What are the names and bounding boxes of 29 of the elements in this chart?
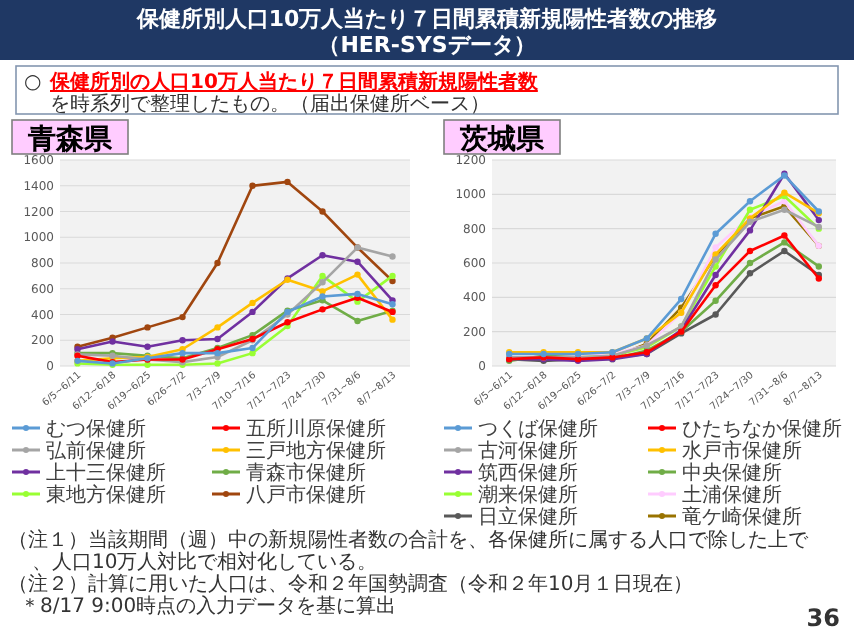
text: 保健所別人口10万人当たり７日間累積新規陽性者数の推移	[134, 6, 718, 32]
legend-label: 五所川原保健所	[246, 417, 386, 441]
legend-label: 八戸市保健所	[246, 483, 366, 507]
legend-label: 弘前保健所	[46, 439, 146, 463]
legend-label: 上十三保健所	[46, 461, 166, 485]
legend-label: 東地方保健所	[46, 483, 166, 507]
legend-label: 土浦保健所	[682, 483, 782, 507]
chart-title: 青森県	[26, 124, 114, 156]
legend-label: 日立保健所	[478, 505, 578, 529]
legend-label: つくば保健所	[478, 417, 598, 441]
legend-label: むつ保健所	[46, 417, 146, 441]
text: 保健所別の人口10万人当たり７日間累積新規陽性者数	[48, 70, 540, 94]
legend-label: 古河保健所	[478, 439, 578, 463]
legend-label: ひたちなか保健所	[682, 417, 842, 441]
text: ○	[24, 72, 42, 94]
legend-label: 中央保健所	[682, 461, 782, 485]
chart-title: 茨城県	[458, 124, 546, 156]
legend-label: 筑西保健所	[478, 461, 578, 485]
text: （注１）当該期間（週）中の新規陽性者数の合計を、各保健所に属する人口で除した上で、人口10万人対比で相対化している。	[8, 528, 810, 574]
text: ＊8/17 9:00時点の入力データを基に算出	[20, 594, 397, 618]
legend-label: 潮来保健所	[478, 483, 578, 507]
legend-label: 水戸市保健所	[682, 439, 802, 463]
text: 36	[806, 604, 840, 632]
legend-label: 青森市保健所	[246, 461, 366, 485]
text: （注２）計算に用いた人口は、令和２年国勢調査（令和２年10月１日現在）	[8, 572, 694, 596]
legend-label: 三戸地方保健所	[246, 439, 386, 463]
text: を時系列で整理したもの。（届出保健所ベース）	[50, 92, 490, 116]
text: （HER-SYSデータ）	[318, 32, 536, 58]
legend-label: 竜ケ崎保健所	[682, 505, 802, 529]
